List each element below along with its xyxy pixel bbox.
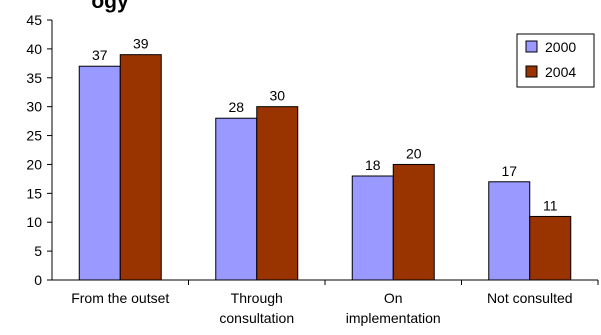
data-label: 39: [133, 36, 149, 52]
x-tick-label: implementation: [346, 310, 441, 326]
data-label: 18: [365, 157, 381, 173]
legend-swatch: [525, 40, 538, 53]
data-label: 28: [228, 99, 244, 115]
y-tick-label: 5: [34, 243, 42, 259]
bar: [351, 175, 394, 281]
chart-title-fragment: ogy: [91, 0, 129, 13]
x-tick-label: From the outset: [71, 290, 169, 306]
y-tick-label: 15: [26, 185, 42, 201]
bars: [78, 54, 572, 281]
x-tick-label: On: [384, 290, 403, 306]
bar: [256, 106, 299, 281]
bar: [215, 117, 258, 281]
x-tick-label: Not consulted: [487, 290, 573, 306]
legend-label: 2000: [545, 39, 576, 55]
data-label: 17: [501, 163, 517, 179]
data-labels: 37 39 28 30 18 20 17 11: [92, 36, 558, 214]
y-tick-label: 35: [26, 70, 42, 86]
legend: 2000 2004: [516, 33, 595, 88]
y-tick-label: 25: [26, 128, 42, 144]
bar: [392, 163, 435, 281]
legend-swatch: [525, 65, 538, 78]
bar: [78, 65, 121, 281]
y-tick-label: 0: [34, 272, 42, 288]
y-tick-label: 10: [26, 214, 42, 230]
y-tick-label: 40: [26, 41, 42, 57]
data-label: 20: [406, 145, 422, 161]
data-label: 37: [92, 47, 108, 63]
x-tick-label: consultation: [219, 310, 294, 326]
data-label: 30: [269, 88, 285, 104]
y-tick-label: 30: [26, 99, 42, 115]
bar: [488, 181, 531, 281]
x-tick-label: Through: [231, 290, 283, 306]
axes: 0 5 10 15 20 25 30 35 40 45 From the outset Through…: [26, 12, 599, 326]
bar: [529, 215, 572, 281]
legend-label: 2004: [545, 64, 576, 80]
y-tick-label: 45: [26, 12, 42, 28]
y-tick-label: 20: [26, 156, 42, 172]
bar: [119, 54, 162, 281]
data-label: 11: [543, 197, 558, 213]
